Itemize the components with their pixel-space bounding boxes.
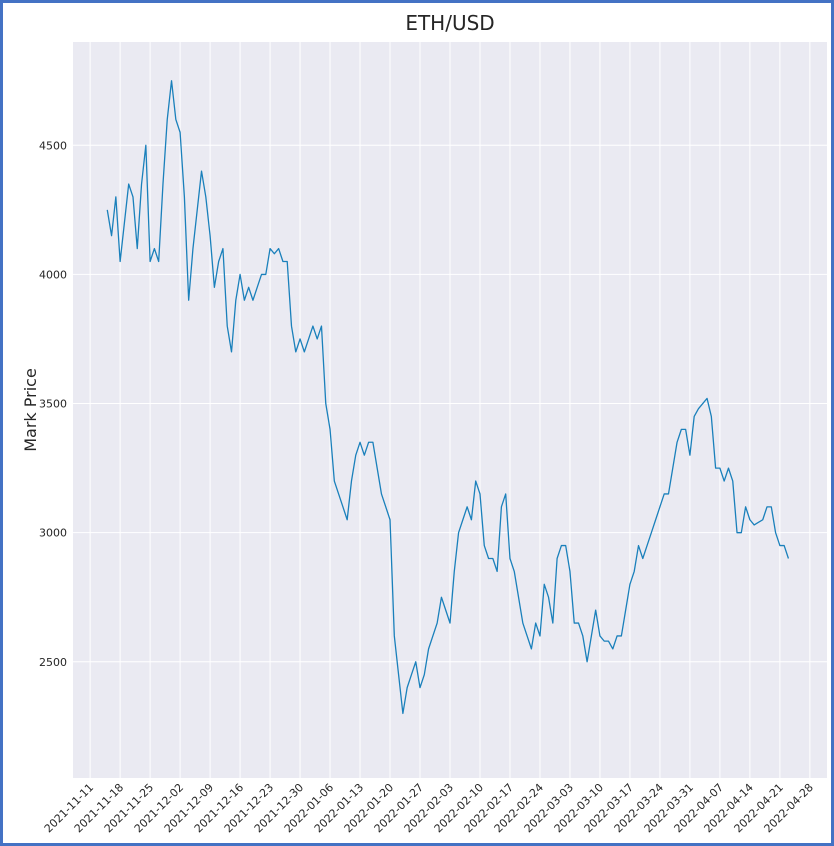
y-tick-label: 2500 [39, 656, 67, 669]
y-tick-label: 3000 [39, 527, 67, 540]
y-tick-label: 3500 [39, 398, 67, 411]
chart-title: ETH/USD [405, 11, 494, 35]
y-tick-label: 4500 [39, 139, 67, 152]
price-line [106, 80, 790, 715]
y-tick-label: 4000 [39, 268, 67, 281]
y-axis-label: Mark Price [21, 368, 40, 452]
